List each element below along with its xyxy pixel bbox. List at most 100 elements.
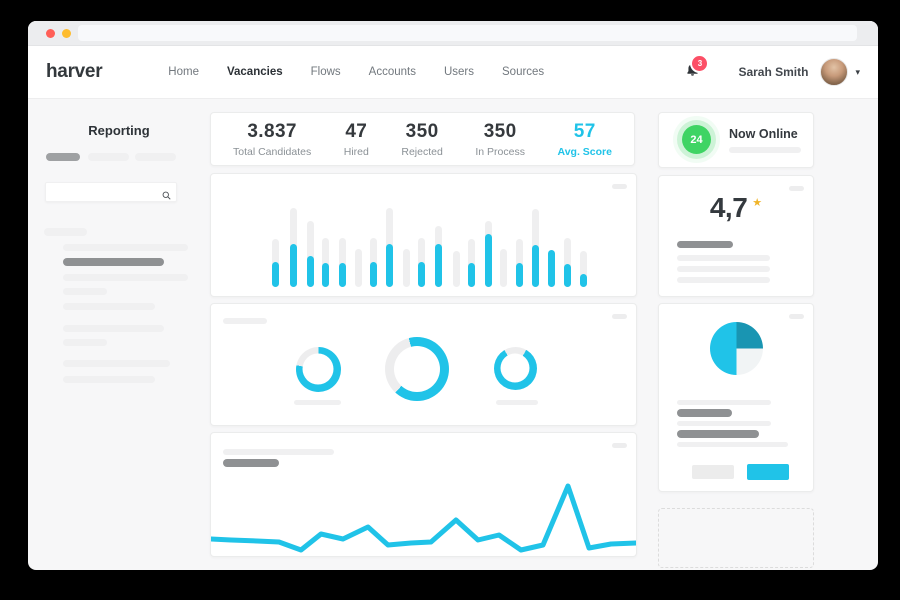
online-count-badge: 24 — [682, 125, 711, 154]
bar-fill — [385, 244, 393, 287]
skeleton-line — [63, 376, 155, 383]
bar-track — [579, 251, 587, 287]
nav-item-accounts[interactable]: Accounts — [368, 66, 416, 78]
nav-item-flows[interactable]: Flows — [310, 66, 341, 78]
stat-avg-score: 57 Avg. Score — [558, 121, 612, 158]
card-menu-pill[interactable] — [612, 443, 627, 448]
bar-fill — [321, 263, 329, 287]
bar-fill — [547, 250, 555, 287]
close-window-button[interactable] — [46, 29, 55, 38]
skeleton-line — [63, 244, 188, 251]
minimize-window-button[interactable] — [62, 29, 71, 38]
skeleton-tab — [135, 153, 176, 161]
trend-line — [211, 483, 636, 553]
skeleton-line — [677, 442, 788, 447]
bar-fill — [484, 234, 492, 287]
stat-label: Hired — [343, 145, 369, 158]
bar-track — [338, 238, 346, 287]
nav-item-vacancies[interactable]: Vacancies — [226, 66, 283, 78]
skeleton-line — [63, 288, 107, 295]
primary-button[interactable] — [747, 464, 789, 480]
skeleton-line — [729, 147, 801, 153]
nav-item-sources[interactable]: Sources — [502, 66, 545, 78]
skeleton-tab — [88, 153, 129, 161]
dashed-placeholder — [658, 508, 814, 568]
donut-chart-2 — [385, 337, 449, 401]
skeleton-line — [63, 274, 188, 281]
search-input[interactable] — [51, 184, 160, 200]
skeleton-line-dark — [677, 241, 733, 248]
chevron-down-icon[interactable]: ▾ — [855, 66, 860, 77]
brand-logo[interactable]: harver — [46, 61, 103, 82]
stat-label: Rejected — [401, 145, 443, 158]
bar-fill — [531, 245, 539, 287]
page-content: Reporting 3.837 To — [28, 99, 878, 570]
donut-charts-card — [210, 303, 637, 426]
online-label: Now Online — [729, 127, 798, 141]
bar-fill — [369, 262, 377, 287]
skeleton-line — [63, 339, 107, 346]
bar-fill — [467, 263, 475, 287]
bar-fill — [338, 263, 346, 287]
secondary-button[interactable] — [692, 465, 734, 479]
skeleton-line — [677, 400, 771, 405]
bar-fill — [579, 274, 587, 287]
rating-value: 4,7 — [709, 192, 748, 223]
stats-card: 3.837 Total Candidates 47 Hired 350 Reje… — [210, 112, 635, 166]
skeleton-donut-label — [496, 400, 538, 405]
now-online-card: 24 Now Online — [658, 112, 814, 168]
card-menu-pill[interactable] — [612, 314, 627, 319]
star-icon: ★ — [752, 197, 763, 209]
bar-track — [354, 249, 362, 287]
notification-badge: 3 — [690, 54, 710, 73]
skeleton-tab-active — [46, 153, 80, 161]
skeleton-line-dark — [677, 409, 732, 417]
donut-chart-1 — [295, 346, 341, 392]
skeleton-line — [677, 421, 771, 426]
stat-value: 47 — [345, 120, 368, 142]
bar-track — [452, 251, 460, 287]
user-avatar[interactable] — [820, 58, 849, 86]
donut-hole — [394, 346, 440, 392]
skeleton-card-title — [223, 318, 267, 324]
skeleton-line — [677, 266, 770, 272]
skeleton-donut-label — [294, 400, 341, 405]
browser-window: harver Home Vacancies Flows Accounts Use… — [28, 21, 878, 570]
rating-card: 4,7 ★ — [658, 175, 814, 297]
bar-fill — [306, 256, 314, 287]
stat-total-candidates: 3.837 Total Candidates — [233, 121, 311, 158]
stat-value: 350 — [483, 120, 517, 142]
skeleton-line — [677, 255, 770, 261]
nav-item-home[interactable]: Home — [168, 66, 199, 78]
stat-value: 350 — [405, 120, 439, 142]
notifications-button[interactable]: 3 — [685, 54, 710, 83]
page-title: Reporting — [88, 123, 150, 138]
trend-line-chart — [211, 483, 636, 553]
bar-track — [499, 249, 507, 287]
stat-label: Avg. Score — [557, 145, 612, 158]
candidate-bar-chart — [211, 174, 636, 296]
donut-chart-3 — [493, 346, 537, 390]
nav-item-users[interactable]: Users — [443, 66, 474, 78]
bar-track — [563, 238, 571, 287]
pie-chart-card — [658, 303, 814, 492]
stat-in-process: 350 In Process — [475, 121, 525, 158]
stat-value: 3.837 — [247, 120, 297, 142]
navbar-right: 3 Sarah Smith ▾ — [685, 54, 860, 86]
donut-hole — [500, 353, 530, 383]
card-menu-pill[interactable] — [789, 186, 804, 191]
card-menu-pill[interactable] — [789, 314, 804, 319]
stat-hired: 47 Hired — [344, 121, 369, 158]
url-bar[interactable] — [78, 25, 857, 41]
card-menu-pill[interactable] — [612, 184, 627, 189]
bar-fill — [289, 244, 297, 287]
bar-fill — [417, 262, 425, 287]
bar-chart-card — [210, 173, 637, 297]
skeleton-card-subtitle — [223, 459, 279, 467]
sidebar-search — [45, 182, 177, 202]
bar-track — [321, 238, 329, 287]
line-chart-card — [210, 432, 637, 557]
user-name: Sarah Smith — [738, 65, 809, 79]
skeleton-line — [677, 277, 770, 283]
skeleton-card-title — [223, 449, 334, 455]
